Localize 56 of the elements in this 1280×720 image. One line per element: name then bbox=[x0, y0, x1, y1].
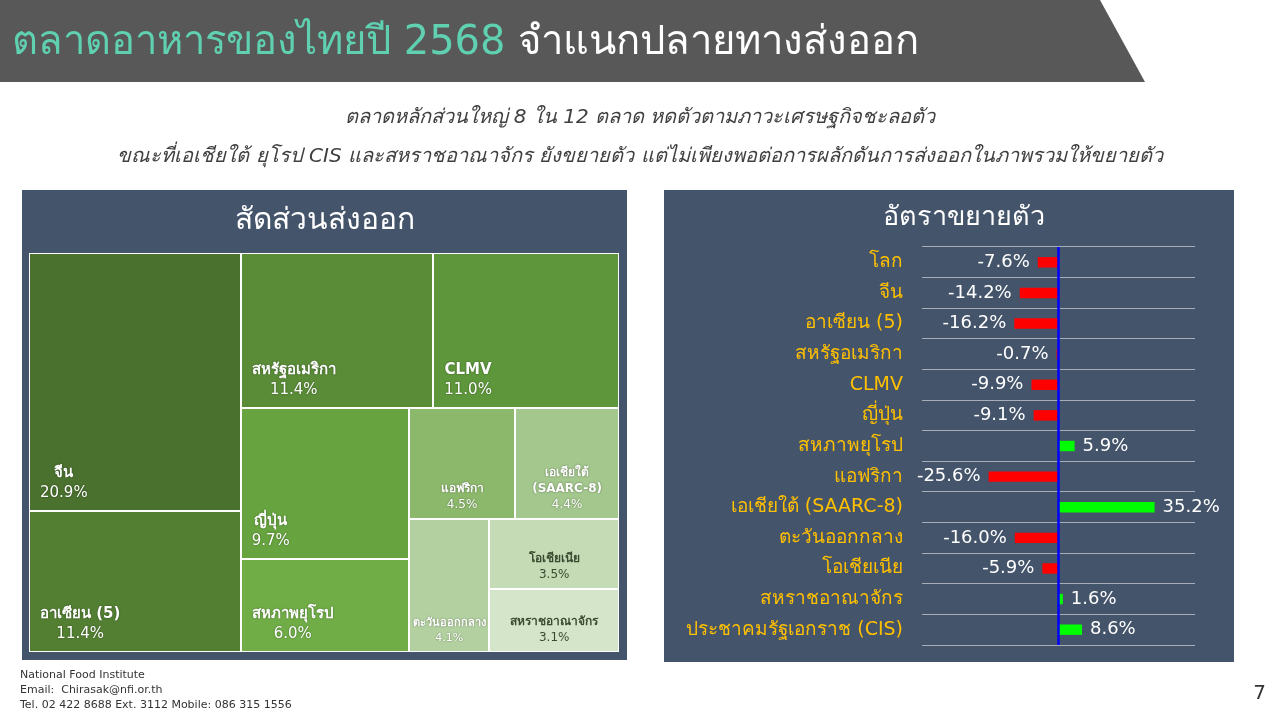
y-tick-label: ตะวันออกกลาง bbox=[779, 524, 903, 547]
y-tick-label: โอเชียเนีย bbox=[822, 555, 903, 578]
data-label: 20.9% bbox=[40, 482, 88, 503]
y-tick-label: แอฟริกา bbox=[834, 463, 903, 486]
category-label: ตะวันออกกลาง bbox=[412, 615, 486, 630]
text: Tel. 02 422 8688 Ext. 3112 Mobile: 086 315 1556 bbox=[20, 697, 292, 712]
text: Email: Chirasak@nfi.or.th bbox=[20, 682, 164, 697]
y-tick-label: จีน bbox=[879, 279, 903, 302]
data-label: -25.6% bbox=[916, 464, 981, 486]
data-label: -9.1% bbox=[973, 403, 1026, 425]
data-label: 3.1% bbox=[537, 629, 571, 646]
category-label: สหราชอาณาจักร bbox=[510, 613, 599, 629]
data-label: -0.7% bbox=[996, 341, 1049, 363]
data-label: 35.2% bbox=[1162, 494, 1220, 516]
category-label: CLMV bbox=[444, 359, 492, 379]
category-label: สหภาพยุโรป bbox=[251, 603, 334, 623]
y-tick-label: สหภาพยุโรป bbox=[798, 432, 903, 457]
y-tick-label: อาเซียน (5) bbox=[805, 310, 903, 333]
text: ตลาดอาหารของไทยปี 2568 จำแนกปลายทางส่งออก bbox=[12, 17, 920, 63]
y-tick-label: ประชาคมรัฐเอกราช (CIS) bbox=[686, 616, 903, 640]
category-label: โอเชียเนีย bbox=[528, 550, 580, 567]
y-tick-label: สหราชอาณาจักร bbox=[760, 586, 903, 609]
data-label: -16.0% bbox=[943, 525, 1007, 547]
data-label: 5.9% bbox=[1082, 433, 1129, 455]
data-label: 3.5% bbox=[537, 566, 571, 584]
data-label: 6.0% bbox=[272, 623, 313, 643]
data-label: 4.1% bbox=[434, 630, 465, 646]
y-tick-label: เอเชียใต้ (SAARC-8) bbox=[730, 494, 903, 517]
chart-title: อัตราขยายตัว bbox=[882, 199, 1046, 233]
data-label: 11.0% bbox=[444, 378, 492, 399]
text: National Food Institute bbox=[20, 667, 146, 682]
y-tick-label: สหรัฐอเมริกา bbox=[795, 341, 903, 365]
category-label: ญี่ปุ่น bbox=[253, 510, 289, 530]
category-label: แอฟริกา bbox=[440, 479, 484, 496]
category-label: จีน bbox=[53, 463, 75, 483]
data-label: -7.6% bbox=[977, 249, 1030, 271]
y-tick-label: CLMV bbox=[849, 371, 903, 394]
text: สัดส่วนส่งออก bbox=[233, 200, 416, 238]
data-label: 1.6% bbox=[1070, 586, 1117, 608]
data-label: 11.4% bbox=[268, 379, 319, 399]
y-tick-label: ญี่ปุ่น bbox=[862, 400, 903, 427]
data-label: -14.2% bbox=[948, 280, 1012, 302]
data-label: 8.6% bbox=[1089, 617, 1136, 639]
category-label: อาเซียน (5) bbox=[40, 603, 121, 623]
data-label: -9.9% bbox=[971, 372, 1024, 394]
y-tick-label: โลก bbox=[869, 249, 903, 272]
category-label: เอเชียใต้ (SAARC-8) bbox=[531, 463, 603, 496]
category-label: สหรัฐอเมริกา bbox=[251, 359, 336, 379]
text: 7 bbox=[1253, 680, 1266, 704]
data-label: 4.4% bbox=[550, 495, 584, 513]
data-label: 11.4% bbox=[55, 623, 105, 643]
data-label: 9.7% bbox=[251, 530, 290, 550]
data-label: 4.5% bbox=[445, 495, 479, 513]
data-label: -5.9% bbox=[982, 556, 1035, 578]
text: ตลาดหลักส่วนใหญ่ 8 ใน 12 ตลาด หดตัวตามภาวะเศรษฐกิจชะลอตัว ขณะที่เอเชียใต้ ยุโรป CIS และสหราชอาณาจักร ยังขยายตัว แต่ไม่เพียงพอต่อการผลักดันการส่งออกในภาพรวมให้ขยายตัว bbox=[116, 103, 1165, 170]
data-label: -16.2% bbox=[942, 311, 1007, 333]
